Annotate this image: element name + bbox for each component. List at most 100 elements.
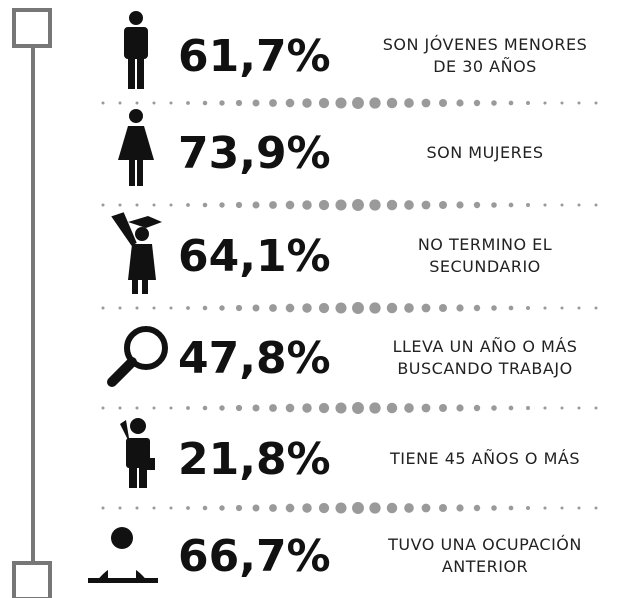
dot (302, 200, 312, 210)
dot (560, 203, 564, 207)
dot (169, 306, 173, 310)
dot (352, 199, 364, 211)
dot (252, 99, 260, 107)
dot (456, 201, 464, 209)
dot (335, 302, 347, 314)
dot (543, 101, 547, 105)
dot (456, 99, 464, 107)
icon-worker (88, 527, 158, 583)
dot (421, 503, 431, 513)
dot (118, 306, 122, 310)
dot (118, 203, 122, 207)
dot (152, 101, 156, 105)
dot (135, 203, 139, 207)
dot (152, 203, 156, 207)
dot (369, 199, 381, 211)
dot (404, 303, 414, 313)
dot (235, 201, 243, 209)
description: NO TERMINO EL (418, 235, 552, 254)
dot (152, 306, 156, 310)
dot (438, 98, 448, 108)
dot (508, 202, 514, 208)
dot (219, 505, 225, 511)
percentage: 47,8% (178, 333, 331, 384)
dot (577, 406, 581, 410)
dot (352, 302, 364, 314)
dot (252, 404, 260, 412)
dot (135, 101, 139, 105)
dot (169, 506, 173, 510)
dot (456, 304, 464, 312)
dot (169, 406, 173, 410)
dot (302, 503, 312, 513)
dot (235, 304, 243, 312)
dot (543, 406, 547, 410)
dot (577, 306, 581, 310)
dot (118, 506, 122, 510)
description: TIENE 45 AÑOS O MÁS (389, 449, 580, 468)
dot (560, 506, 564, 510)
dot (491, 405, 497, 411)
description: LLEVA UN AÑO O MÁS (393, 337, 578, 356)
dot (219, 305, 225, 311)
dot (560, 306, 564, 310)
dot (526, 101, 530, 105)
dot (318, 502, 330, 514)
dot (491, 100, 497, 106)
dot (369, 402, 381, 414)
dot (473, 201, 481, 209)
dot (386, 502, 398, 514)
dot (438, 200, 448, 210)
dot (594, 101, 598, 105)
dot (186, 506, 190, 510)
dot (386, 402, 398, 414)
description: SECUNDARIO (429, 257, 541, 276)
dot (202, 202, 208, 208)
dot (101, 101, 105, 105)
dot (285, 200, 295, 210)
dot (252, 504, 260, 512)
dot (386, 302, 398, 314)
timeline (12, 8, 52, 598)
dot (526, 306, 530, 310)
dot (421, 303, 431, 313)
dot (169, 203, 173, 207)
dot (186, 101, 190, 105)
dot (508, 405, 514, 411)
dot (335, 502, 347, 514)
dot (186, 306, 190, 310)
dot (252, 304, 260, 312)
percentage: 66,7% (178, 531, 331, 582)
dot (302, 98, 312, 108)
dot (438, 503, 448, 513)
dot (594, 506, 598, 510)
dot (508, 505, 514, 511)
dot (543, 306, 547, 310)
dot (318, 302, 330, 314)
dot (219, 405, 225, 411)
percentage: 64,1% (178, 231, 331, 282)
dot (202, 505, 208, 511)
dot (269, 201, 277, 209)
dot (285, 98, 295, 108)
percentage: 61,7% (178, 31, 331, 82)
dot (335, 199, 347, 211)
dot (302, 403, 312, 413)
dot (235, 99, 243, 107)
icon-man (124, 11, 148, 89)
icon-graduate (111, 212, 162, 294)
dot (101, 203, 105, 207)
dot (386, 199, 398, 211)
dot (302, 303, 312, 313)
dot (456, 404, 464, 412)
dot (269, 304, 277, 312)
dot (438, 403, 448, 413)
dot (335, 402, 347, 414)
dot (352, 502, 364, 514)
dot (404, 98, 414, 108)
description: DE 30 AÑOS (433, 57, 537, 76)
icon-woman (118, 109, 154, 186)
dot (369, 502, 381, 514)
dot (202, 405, 208, 411)
